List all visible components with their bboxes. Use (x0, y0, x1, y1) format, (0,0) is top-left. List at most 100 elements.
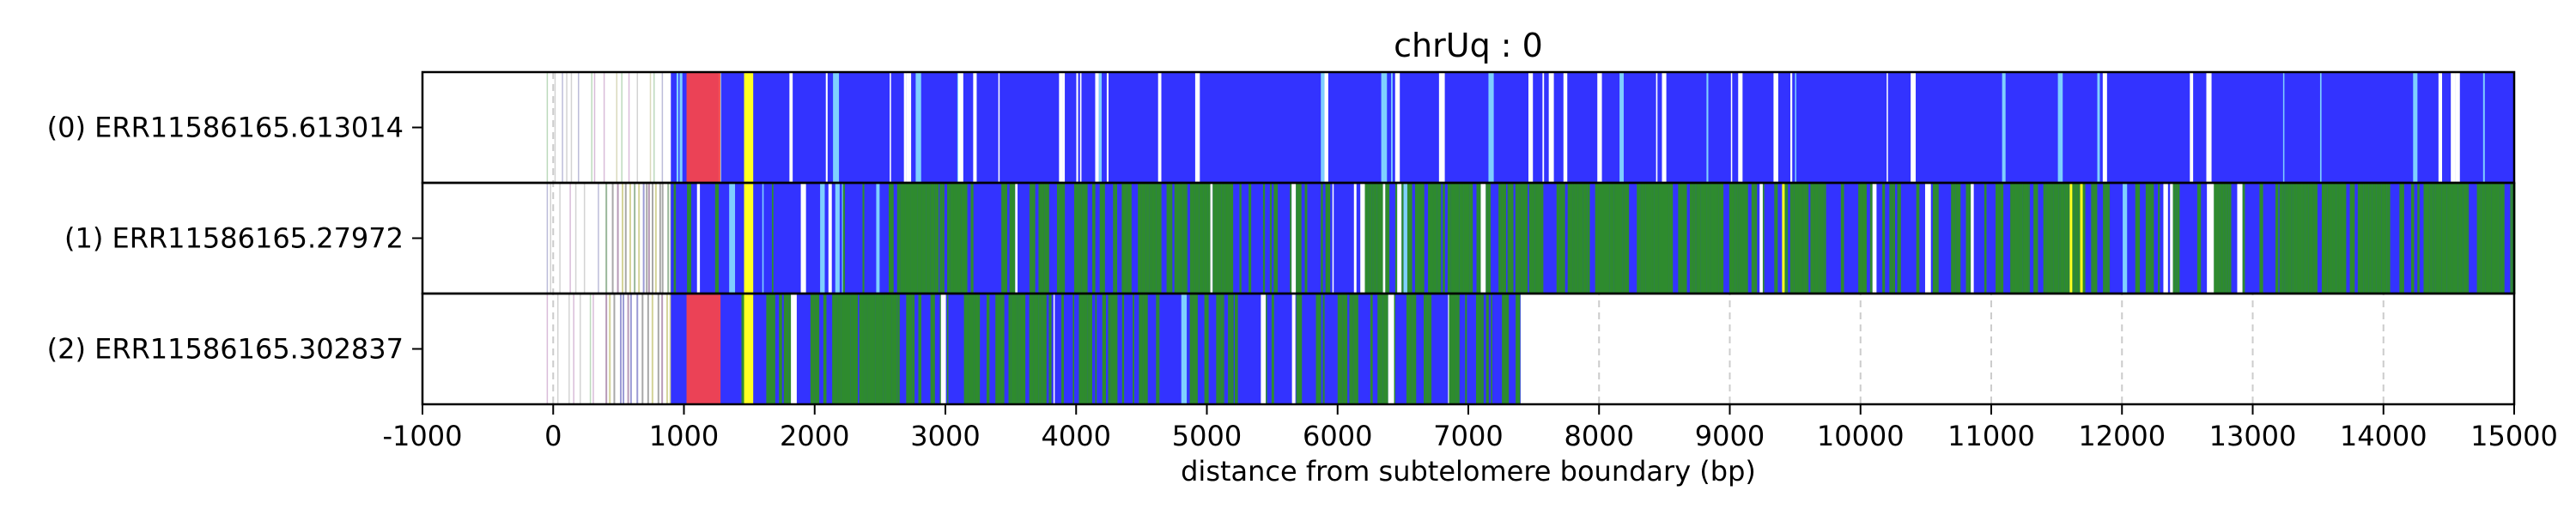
read-segment (2207, 183, 2214, 294)
read-segment (1469, 183, 1473, 294)
read-segment (1450, 294, 1456, 404)
read-segment (896, 294, 898, 404)
read-segment (2053, 183, 2057, 294)
read-segment (673, 183, 677, 294)
read-segment (766, 294, 769, 404)
read-segment (1406, 183, 1413, 294)
read-segment (1011, 294, 1018, 404)
read-segment (1488, 183, 1492, 294)
read-segment (622, 183, 624, 294)
read-segment (1059, 183, 1066, 294)
read-segment (1143, 294, 1148, 404)
read-track-1 (546, 183, 2516, 294)
x-tick-label: 2000 (780, 420, 849, 452)
read-segment (2060, 183, 2065, 294)
read-segment (2363, 183, 2366, 294)
read-segment (1098, 72, 1103, 183)
read-segment (2172, 183, 2176, 294)
read-segment (1520, 183, 1523, 294)
read-segment (2510, 183, 2512, 294)
read-segment (1695, 183, 1697, 294)
read-segment (646, 183, 648, 294)
row-label-1: (1) ERR11586165.27972 (64, 222, 404, 255)
read-segment (900, 183, 906, 294)
read-segment (651, 294, 653, 404)
read-segment (2102, 72, 2107, 183)
read-segment (1730, 72, 1733, 183)
read-segment (1218, 183, 1219, 294)
read-segment (1624, 183, 1630, 294)
read-segment (2103, 183, 2105, 294)
read-segment (1882, 183, 1886, 294)
read-segment (592, 294, 594, 404)
read-segment (2302, 183, 2306, 294)
read-segment (963, 294, 969, 404)
read-segment (1425, 294, 1430, 404)
read-segment (860, 294, 865, 404)
x-tick-label: 10000 (1817, 420, 1905, 452)
read-segment (1739, 183, 1744, 294)
read-segment (2214, 183, 2221, 294)
read-segment (613, 294, 616, 404)
read-segment (2242, 183, 2245, 294)
read-segment (973, 72, 977, 183)
read-segment (1048, 294, 1050, 404)
read-segment (1079, 183, 1082, 294)
read-segment (2196, 183, 2202, 294)
read-segment (1220, 294, 1224, 404)
read-segment (903, 72, 907, 183)
read-segment (1038, 183, 1045, 294)
read-segment (1207, 183, 1211, 294)
read-segment (891, 294, 897, 404)
read-segment (1428, 183, 1434, 294)
read-segment (1480, 183, 1486, 294)
read-segment (647, 294, 649, 404)
read-segment (810, 294, 815, 404)
read-segment (1488, 72, 1494, 183)
read-segment (1296, 183, 1302, 294)
read-segment (1807, 183, 1809, 294)
read-segment (1762, 183, 1765, 294)
read-segment (2177, 183, 2180, 294)
read-segment (1110, 294, 1114, 404)
read-segment (1062, 72, 1066, 183)
read-segment (2313, 183, 2318, 294)
read-segment (1668, 183, 1674, 294)
x-tick-label: -1000 (383, 420, 463, 452)
read-segment (1819, 183, 1825, 294)
read-segment (920, 294, 922, 404)
read-segment (1681, 183, 1687, 294)
read-segment (2446, 183, 2452, 294)
read-segment (1360, 183, 1365, 294)
read-segment (1033, 294, 1039, 404)
read-segment (1662, 183, 1669, 294)
read-segment (1476, 183, 1481, 294)
read-segment (1015, 183, 1018, 294)
read-segment (930, 183, 935, 294)
read-segment (1113, 294, 1118, 404)
read-segment (2213, 183, 2215, 294)
read-segment (1924, 183, 1931, 294)
read-segment (1872, 183, 1877, 294)
read-segment (2158, 183, 2160, 294)
x-tick-label: 14000 (2340, 420, 2427, 452)
read-segment (2020, 183, 2023, 294)
read-segment (2206, 72, 2212, 183)
read-segment (2417, 183, 2420, 294)
read-segment (1403, 183, 1407, 294)
read-segment (890, 72, 891, 183)
read-segment (1587, 183, 1590, 294)
read-segment (1401, 183, 1404, 294)
read-segment (2435, 183, 2442, 294)
read-segment (974, 294, 981, 404)
read-segment (2441, 183, 2447, 294)
read-segment (1174, 183, 1180, 294)
read-segment (1502, 294, 1505, 404)
read-segment (1234, 294, 1238, 404)
read-segment (1862, 183, 1867, 294)
read-segment (837, 294, 841, 404)
read-segment (1315, 294, 1321, 404)
read-segment (906, 72, 912, 183)
read-segment (957, 72, 959, 183)
read-segment (788, 294, 792, 404)
